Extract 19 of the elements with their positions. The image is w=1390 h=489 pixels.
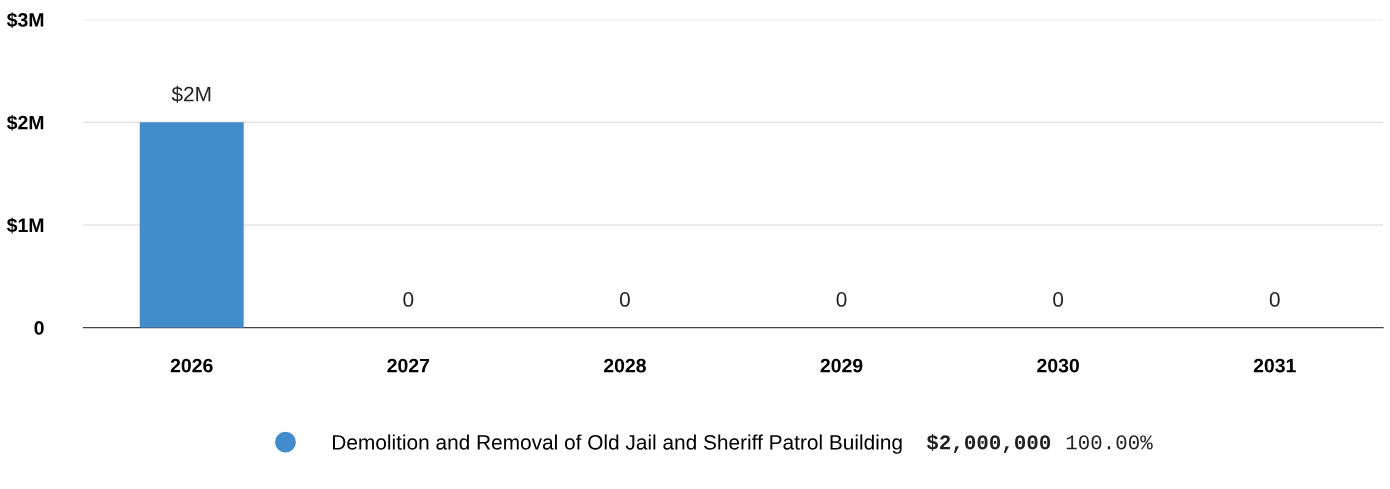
data-label: 0 bbox=[1269, 292, 1280, 307]
data-label: 0 bbox=[403, 292, 414, 307]
y-tick-label: $2M bbox=[6, 114, 44, 131]
x-tick-label: 2027 bbox=[387, 358, 430, 373]
x-tick-label: 2026 bbox=[170, 358, 213, 373]
data-label: $2M bbox=[171, 85, 211, 103]
data-label: 0 bbox=[619, 292, 630, 307]
data-label: 0 bbox=[1053, 292, 1064, 307]
y-tick-label: $3M bbox=[6, 12, 44, 29]
x-tick-label: 2030 bbox=[1037, 358, 1079, 373]
y-tick-label: $1M bbox=[6, 217, 44, 234]
x-tick-label: 2031 bbox=[1253, 358, 1296, 373]
y-tick-label: 0 bbox=[34, 321, 44, 335]
text: $2,000,000 bbox=[927, 434, 1051, 453]
x-tick-label: 2029 bbox=[820, 358, 863, 373]
data-label: 0 bbox=[836, 292, 847, 307]
text: 100.00% bbox=[1066, 435, 1153, 450]
x-tick-label: 2028 bbox=[603, 358, 646, 373]
legend-label: Demolition and Removal of Old Jail and Sheriff Patrol Building bbox=[333, 434, 902, 454]
